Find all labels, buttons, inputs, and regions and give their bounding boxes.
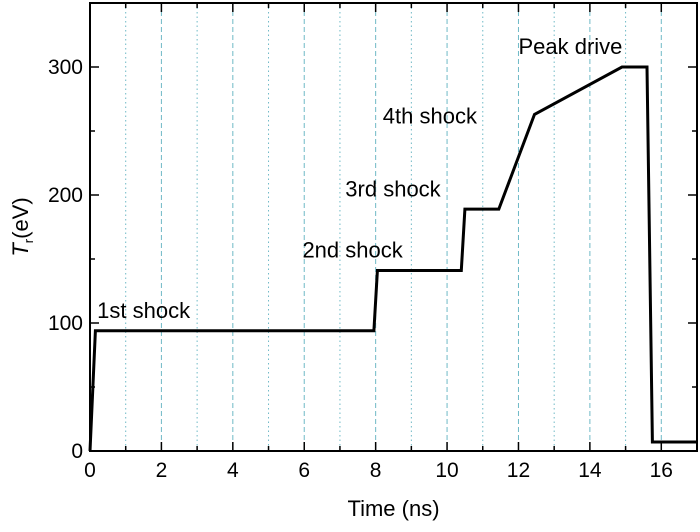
x-tick-label: 12 <box>507 459 530 482</box>
annotations: 1st shock 2nd shock 3rd shock 4th shock Peak… <box>97 34 622 323</box>
x-tick-label: 0 <box>84 459 96 482</box>
plot-frame <box>89 2 698 452</box>
y-tick-label: 100 <box>48 312 83 335</box>
x-tick-label: 8 <box>370 459 382 482</box>
series-layer <box>88 65 697 452</box>
x-tick-label: 14 <box>578 459 602 482</box>
annotation-label: 2nd shock <box>302 238 403 263</box>
x-tick-label: 6 <box>298 459 310 482</box>
y-axis-label: Tr(eV) <box>8 197 36 256</box>
y-axis-unit: (eV) <box>8 197 33 239</box>
grid <box>125 3 662 451</box>
annotation-label: 4th shock <box>383 103 478 128</box>
y-axis-symbol: T <box>8 242 33 257</box>
y-axis-subscript: r <box>21 238 36 243</box>
y-tick-label: 300 <box>48 56 83 79</box>
x-axis-label: Time (ns) <box>347 496 439 521</box>
annotation-label: 3rd shock <box>345 176 441 201</box>
annotation-label: Peak drive <box>518 34 622 59</box>
series-line <box>88 65 697 452</box>
annotation-label: 1st shock <box>97 298 191 323</box>
ticks: 0 2 4 6 8 10 12 14 16 0 100 200 300 <box>48 2 698 482</box>
y-tick-label: 200 <box>48 184 83 207</box>
x-tick-label: 4 <box>227 459 239 482</box>
y-tick-label: 0 <box>71 440 83 463</box>
x-tick-label: 2 <box>156 459 168 482</box>
x-tick-label: 10 <box>435 459 458 482</box>
x-tick-label: 16 <box>650 459 673 482</box>
